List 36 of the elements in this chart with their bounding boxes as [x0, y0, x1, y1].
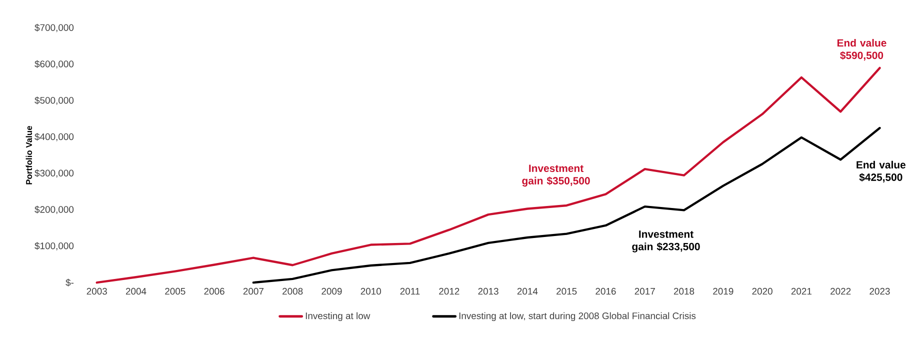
- x-tick-label: 2003: [86, 288, 107, 295]
- y-tick-label: $400,000: [34, 133, 74, 142]
- x-tick-label: 2021: [791, 288, 812, 295]
- x-tick-label: 2017: [634, 288, 655, 295]
- y-tick-label: $200,000: [34, 206, 74, 214]
- x-tick-label: 2009: [322, 288, 342, 295]
- x-tick-label: 2023: [870, 288, 890, 295]
- x-tick-label: 2007: [243, 288, 264, 295]
- y-tick-label: $500,000: [34, 96, 74, 106]
- x-tick-label: 2008: [282, 288, 303, 295]
- annotation: End value $425,500: [856, 161, 906, 183]
- legend-label: Investing at low, start during 2008 Global Financial Crisis: [459, 312, 696, 322]
- legend-label: Investing at low: [306, 312, 370, 322]
- y-tick-label: $600,000: [34, 60, 74, 69]
- x-tick-label: 2012: [439, 288, 460, 295]
- x-tick-label: 2004: [126, 288, 146, 295]
- x-tick-label: 2014: [517, 288, 538, 295]
- x-tick-label: 2016: [596, 288, 616, 295]
- x-tick-label: 2019: [713, 288, 734, 295]
- y-tick-label: $-: [66, 279, 74, 287]
- x-tick-label: 2010: [360, 288, 381, 295]
- annotation: End value $590,500: [837, 39, 886, 61]
- x-tick-label: 2020: [752, 288, 772, 295]
- x-tick-label: 2011: [400, 288, 420, 295]
- x-tick-label: 2006: [204, 288, 224, 295]
- annotation: Investment gain $233,500: [632, 230, 700, 253]
- y-tick-label: $700,000: [34, 24, 74, 32]
- x-tick-label: 2018: [674, 288, 694, 295]
- annotation: Investment gain $350,500: [522, 164, 590, 187]
- x-tick-label: 2022: [830, 288, 851, 295]
- x-tick-label: 2013: [478, 288, 498, 295]
- y-axis-title: Portfolio Value: [26, 126, 32, 185]
- y-tick-label: $300,000: [34, 170, 74, 178]
- x-tick-label: 2005: [165, 288, 186, 295]
- y-tick-label: $100,000: [34, 242, 74, 251]
- x-tick-label: 2015: [556, 288, 577, 295]
